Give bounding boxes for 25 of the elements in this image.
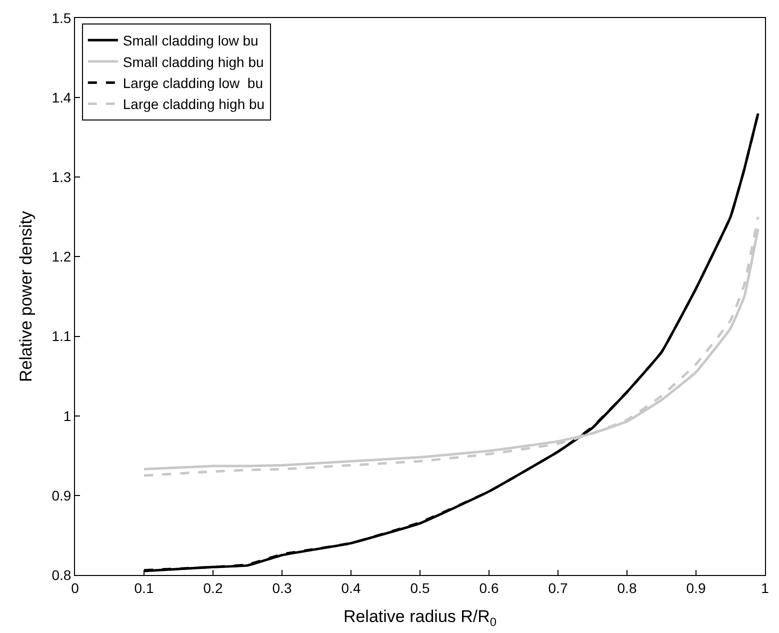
- y-tick-label: 1.3: [52, 169, 72, 186]
- legend-label: Small cladding low bu: [122, 32, 258, 49]
- x-tick-label: 0.3: [272, 580, 292, 596]
- x-tick-label: 0.1: [134, 580, 154, 596]
- x-tick-label: 1: [761, 580, 770, 596]
- y-tick-label: 1.5: [52, 10, 72, 26]
- y-tick-label: 1.1: [52, 328, 72, 344]
- x-tick-label: 0.9: [686, 580, 706, 596]
- x-tick-label: 0: [71, 580, 80, 596]
- y-axis-title: Relative power density: [16, 210, 36, 382]
- legend-label: Large cladding low bu: [122, 75, 264, 92]
- y-tick-label: 1.2: [52, 248, 72, 265]
- x-axis-title: Relative radius R/R$_{0}$: [343, 607, 497, 629]
- x-tick-label: 0.5: [410, 580, 430, 596]
- y-tick-label: 0.9: [52, 487, 72, 504]
- x-tick-label: 0.6: [479, 580, 499, 596]
- x-tick-label: 0.4: [341, 580, 361, 596]
- x-tick-label: 0.7: [548, 580, 568, 596]
- y-tick-label: 0.8: [52, 566, 72, 583]
- x-tick-label: 0.2: [203, 580, 223, 596]
- y-tick-label: 1.4: [52, 89, 72, 106]
- legend-label: Large cladding high bu: [122, 96, 265, 112]
- legend-label: Small cladding high bu: [122, 54, 264, 70]
- y-tick-label: 1: [63, 408, 72, 424]
- x-tick-label: 0.8: [617, 580, 637, 596]
